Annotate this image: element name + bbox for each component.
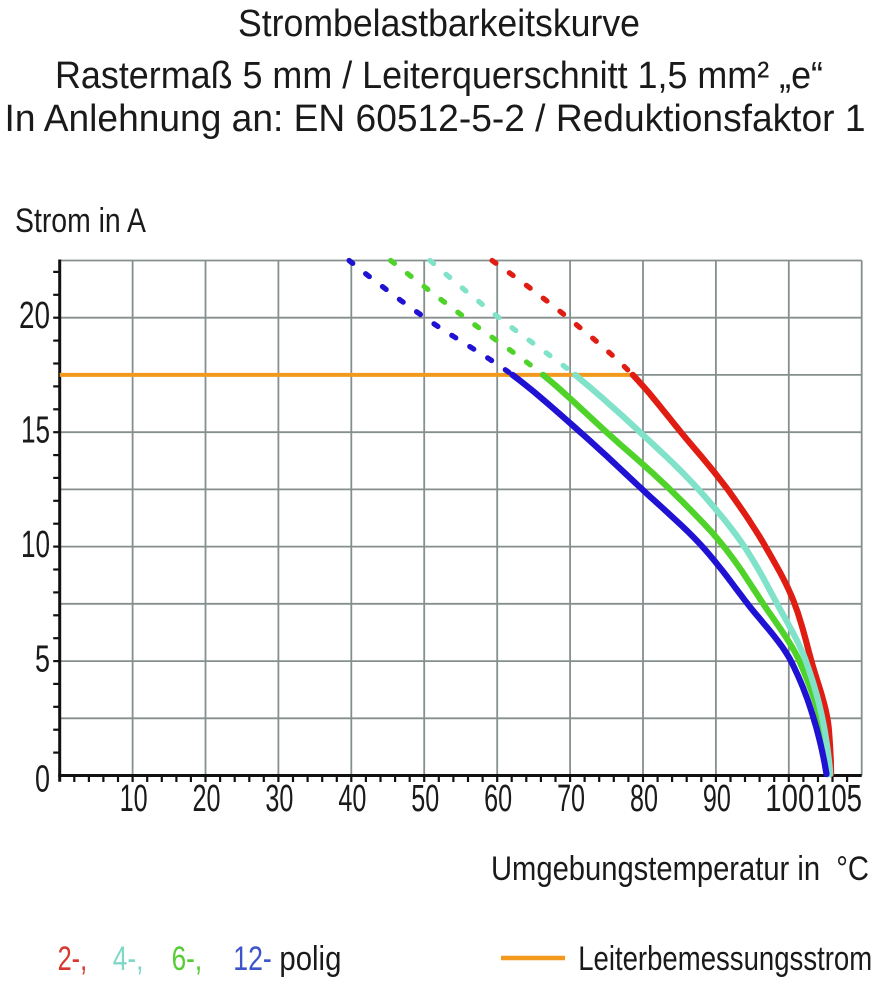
svg-text:30: 30 [265, 778, 293, 820]
svg-text:15: 15 [21, 409, 50, 451]
svg-text:70: 70 [557, 778, 585, 820]
svg-text:Umgebungstemperatur in °C: Umgebungstemperatur in °C [491, 850, 869, 888]
svg-text:Leiterbemessungsstrom: Leiterbemessungsstrom [578, 940, 872, 978]
svg-text:0: 0 [35, 759, 50, 801]
svg-text:10: 10 [120, 778, 148, 820]
svg-text:10: 10 [21, 524, 50, 566]
svg-text:20: 20 [193, 778, 221, 820]
svg-text:40: 40 [338, 778, 366, 820]
svg-text:5: 5 [35, 638, 50, 680]
svg-text:50: 50 [411, 778, 439, 820]
svg-text:12-: 12- [233, 940, 271, 978]
svg-text:Strom in A: Strom in A [15, 202, 146, 240]
svg-text:2-,: 2-, [58, 940, 88, 978]
svg-text:In Anlehnung an: EN 60512-5-2: In Anlehnung an: EN 60512-5-2 / Reduktio… [5, 98, 866, 140]
svg-text:Strombelastbarkeitskurve: Strombelastbarkeitskurve [238, 3, 640, 45]
svg-text:6-,: 6-, [172, 940, 203, 978]
svg-text:90: 90 [703, 778, 731, 820]
svg-text:Rastermaß 5 mm / Leiterquersch: Rastermaß 5 mm / Leiterquerschnitt 1,5 m… [55, 55, 823, 97]
svg-text:80: 80 [630, 778, 658, 820]
svg-text:100: 100 [765, 778, 814, 820]
svg-text:60: 60 [484, 778, 512, 820]
svg-text:polig: polig [279, 940, 341, 978]
svg-text:105: 105 [816, 778, 862, 820]
svg-text:4-,: 4-, [113, 940, 144, 978]
svg-text:20: 20 [19, 295, 50, 337]
